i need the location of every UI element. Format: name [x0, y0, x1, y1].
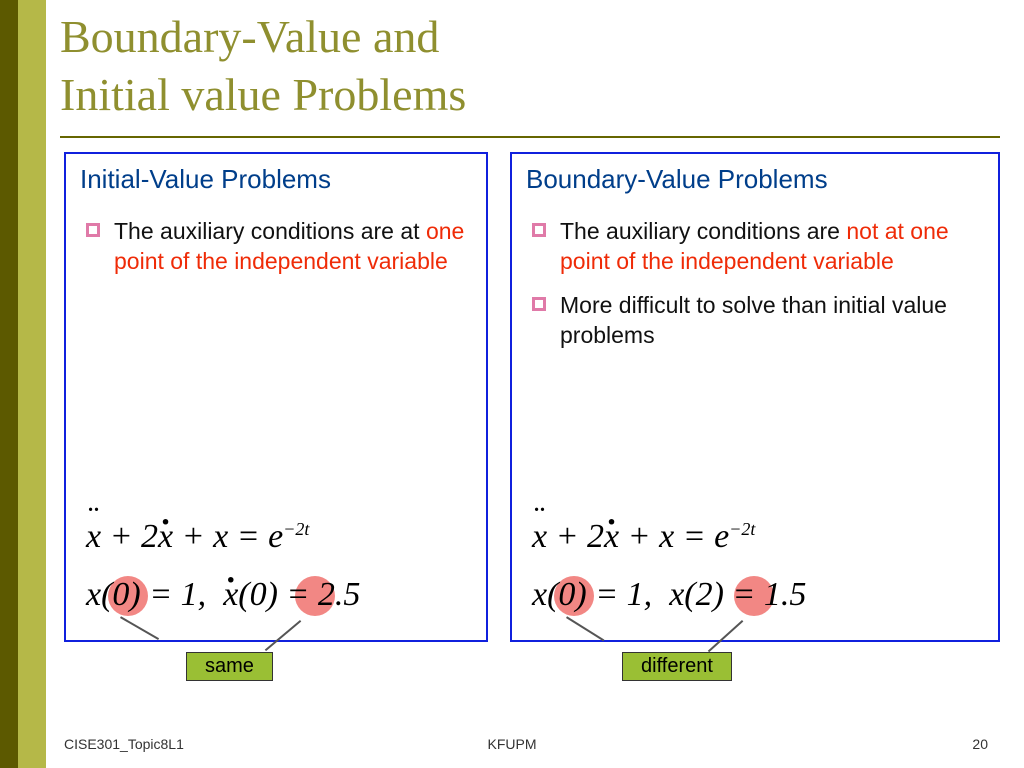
bullet-icon [532, 297, 546, 311]
tag-same: same [186, 652, 273, 681]
footer-left: CISE301_Topic8L1 [64, 736, 184, 752]
right-bullet-2-text: More difficult to solve than initial val… [560, 291, 984, 351]
left-eq-2: x(0) = 1, x(0) = 2.5 [86, 566, 466, 624]
right-bullet-2: More difficult to solve than initial val… [526, 291, 984, 351]
title-rule [60, 136, 1000, 138]
right-box-heading: Boundary-Value Problems [526, 164, 984, 195]
footer-right: 20 [972, 736, 988, 752]
right-eq-1: x + 2x + x = e−2t [532, 500, 978, 558]
left-eq-1: x + 2x + x = e−2t [86, 500, 466, 558]
right-eq-area: x + 2x + x = e−2t x(0) = 1, x(2) = 1.5 [532, 500, 978, 624]
left-bullet-1: The auxiliary conditions are at one poin… [80, 217, 472, 277]
title-line2: Initial value Problems [60, 69, 466, 120]
right-box: Boundary-Value Problems The auxiliary co… [510, 152, 1000, 642]
right-eq-2: x(0) = 1, x(2) = 1.5 [532, 566, 978, 624]
slide-title: Boundary-Value and Initial value Problem… [60, 8, 466, 123]
side-band-dark [0, 0, 18, 768]
left-bullet-1-text: The auxiliary conditions are at one poin… [114, 217, 472, 277]
bullet-icon [86, 223, 100, 237]
right-b1-pre: The auxiliary conditions are [560, 218, 846, 244]
left-b1-pre: The auxiliary conditions are at [114, 218, 426, 244]
left-box-heading: Initial-Value Problems [80, 164, 472, 195]
title-line1: Boundary-Value and [60, 11, 439, 62]
footer-center: KFUPM [488, 736, 537, 752]
left-box: Initial-Value Problems The auxiliary con… [64, 152, 488, 642]
right-bullet-1-text: The auxiliary conditions are not at one … [560, 217, 984, 277]
left-eq-area: x + 2x + x = e−2t x(0) = 1, x(0) = 2.5 [86, 500, 466, 624]
right-bullet-1: The auxiliary conditions are not at one … [526, 217, 984, 277]
right-eq1-exp: −2t [729, 519, 755, 539]
left-eq1-exp: −2t [283, 519, 309, 539]
side-band-light [18, 0, 46, 768]
bullet-icon [532, 223, 546, 237]
tag-different: different [622, 652, 732, 681]
